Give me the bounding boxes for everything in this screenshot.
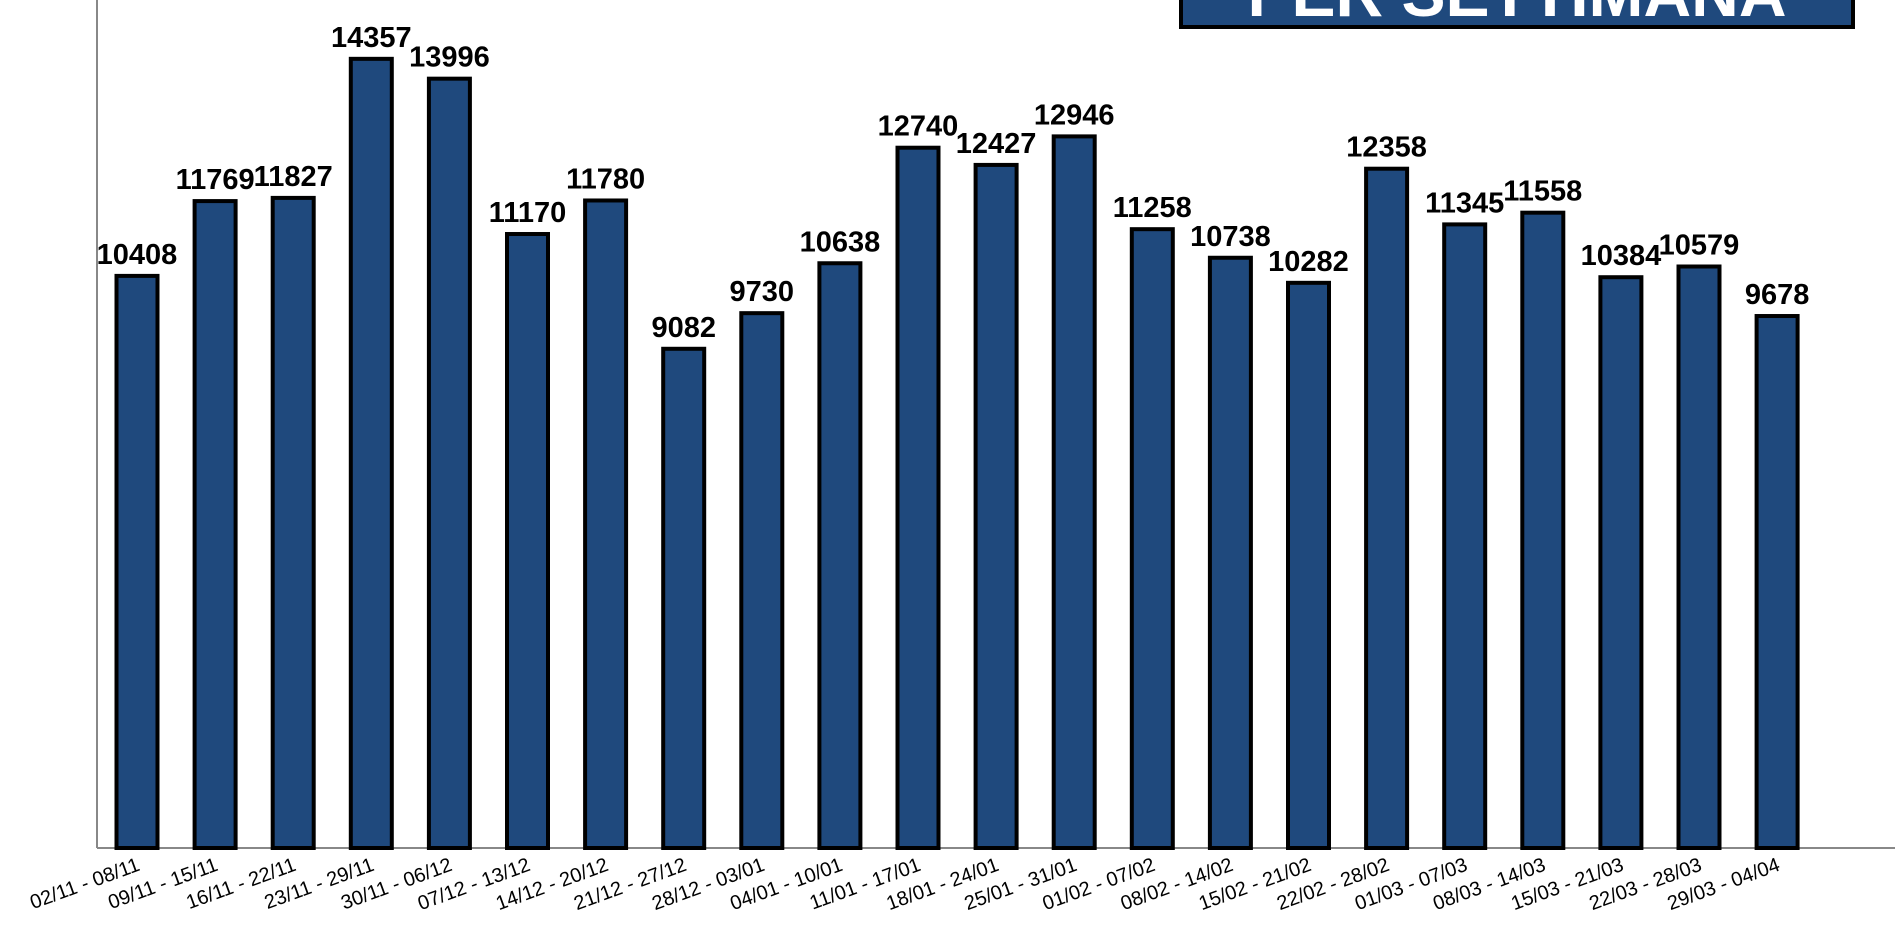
data-label: 10384 [1581, 240, 1662, 272]
bar [1364, 166, 1410, 851]
bar [1442, 222, 1488, 850]
data-label: 13996 [409, 42, 490, 74]
data-label: 11558 [1503, 176, 1582, 208]
data-label: 10638 [800, 226, 881, 258]
bar [739, 311, 785, 850]
data-label: 9730 [730, 276, 795, 308]
data-label: 12946 [1034, 99, 1115, 131]
data-label: 11827 [254, 161, 333, 193]
bar [348, 56, 394, 851]
data-label: 9082 [651, 312, 716, 344]
bar [973, 162, 1019, 850]
data-label: 10579 [1659, 229, 1740, 261]
bar [192, 199, 238, 850]
data-label: 11769 [176, 164, 255, 196]
bar [270, 195, 316, 850]
bar [505, 232, 550, 850]
bar [1129, 227, 1175, 850]
chart-title: PER SETTIMANA [1247, 0, 1786, 30]
data-label: 11170 [489, 197, 566, 229]
data-label: 12740 [878, 111, 959, 143]
bar [1676, 264, 1722, 850]
bar [661, 346, 707, 850]
bar [426, 76, 472, 850]
data-label: 11345 [1425, 187, 1504, 219]
data-label: 10738 [1190, 221, 1271, 253]
data-label: 10408 [97, 239, 178, 271]
data-label: 14357 [331, 22, 412, 54]
data-label: 12427 [956, 128, 1037, 160]
bar [1754, 314, 1800, 850]
bar [1520, 210, 1566, 850]
data-label: 9678 [1745, 279, 1810, 311]
bar [1598, 275, 1644, 850]
data-label: 10282 [1268, 246, 1349, 278]
data-label: 12358 [1346, 132, 1427, 164]
bar [1207, 255, 1253, 850]
title-box [1179, 0, 1855, 29]
bar [114, 273, 160, 850]
data-label: 11258 [1113, 192, 1192, 224]
data-label: 11780 [566, 163, 645, 195]
bar [583, 198, 629, 851]
bar [895, 145, 941, 851]
bar [1286, 280, 1331, 851]
bar [1051, 134, 1097, 850]
bar [817, 261, 863, 850]
